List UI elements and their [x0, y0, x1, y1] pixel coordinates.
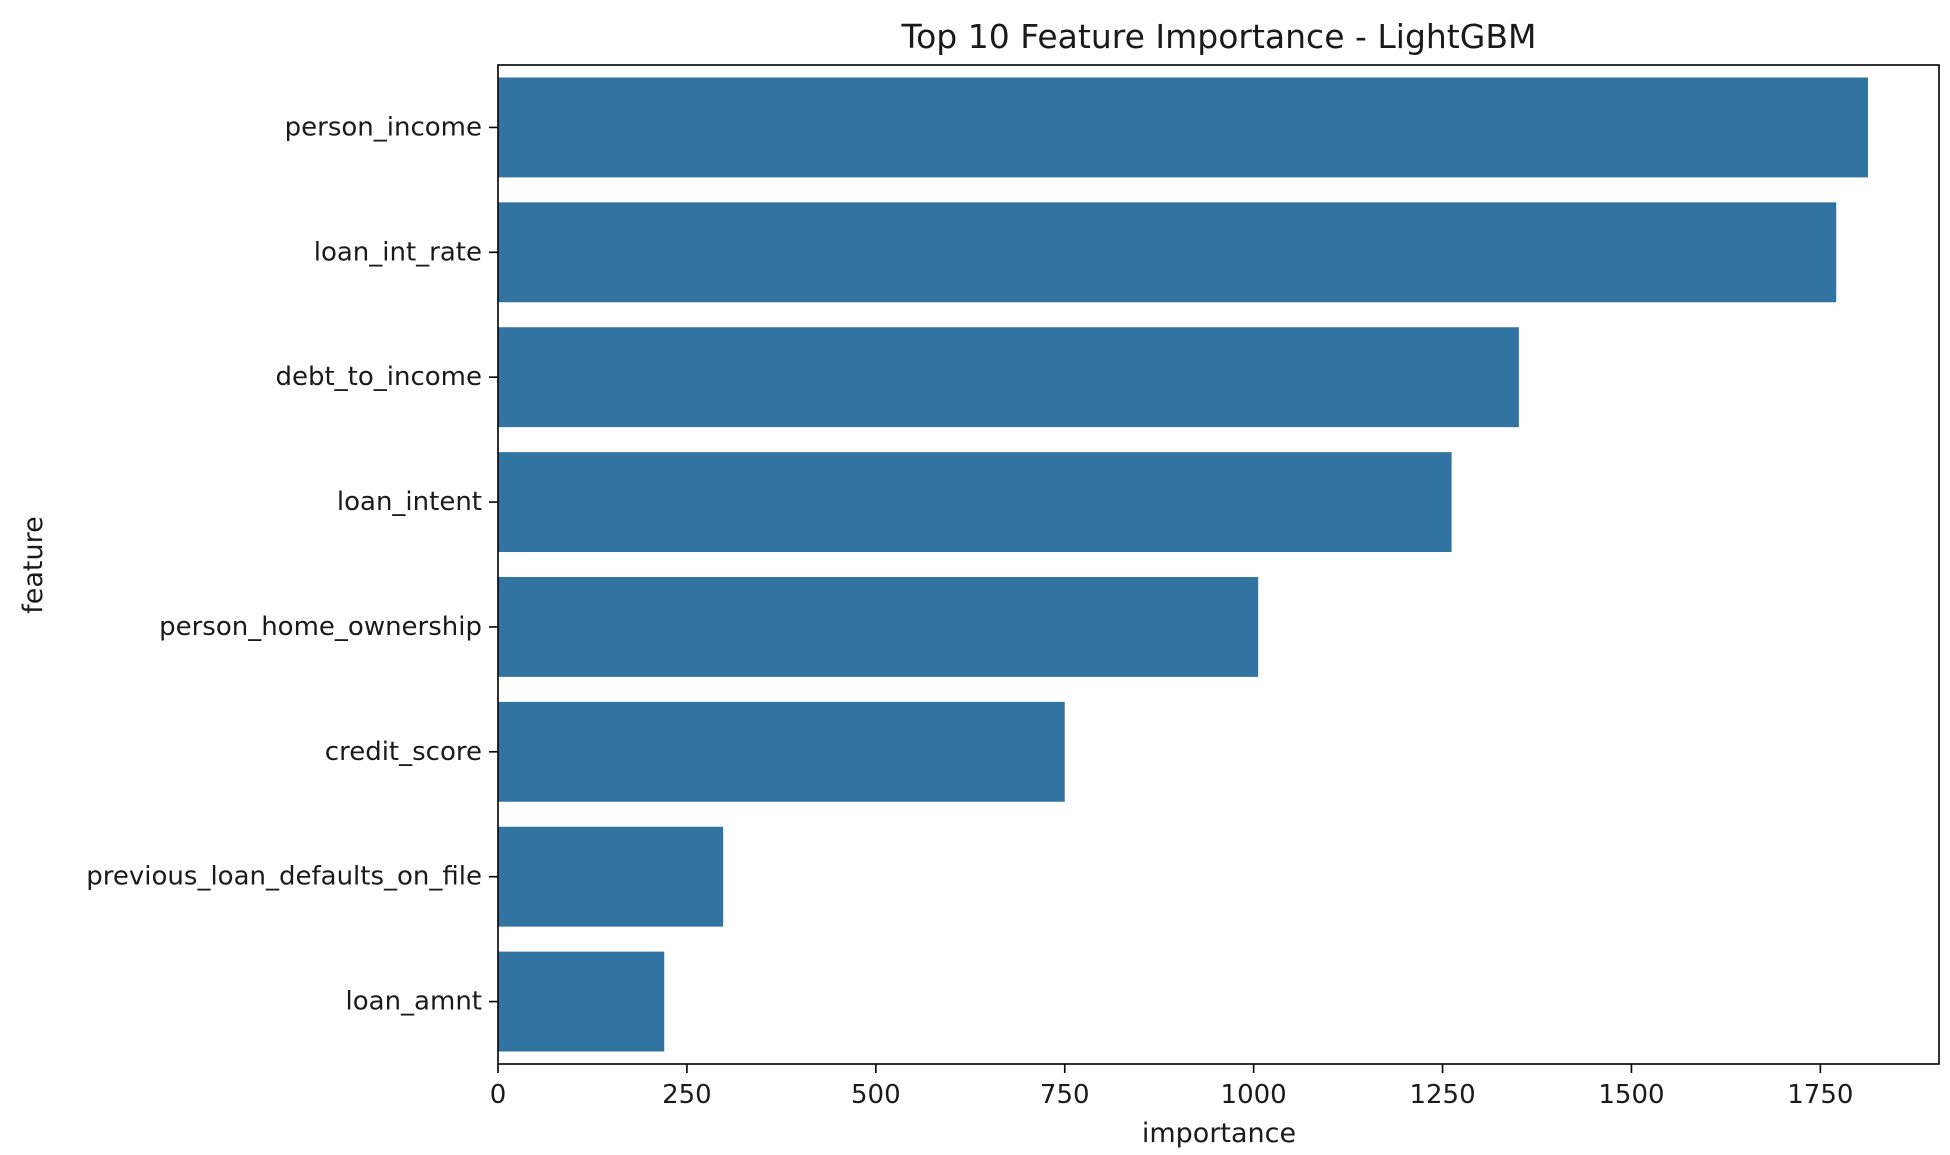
- x-axis-ticks: 0 250 500 750 1000 1250 1500 1750: [490, 1064, 1853, 1110]
- y-tick-label: credit_score: [325, 737, 482, 767]
- y-tick-label: person_home_ownership: [159, 612, 482, 642]
- bar-debt_to_income: [498, 327, 1519, 428]
- x-tick-label: 1500: [1598, 1080, 1664, 1110]
- y-tick-label: person_income: [285, 112, 482, 142]
- bar-loan_int_rate: [498, 202, 1837, 303]
- bars-group: [498, 77, 1868, 1052]
- chart-title: Top 10 Feature Importance - LightGBM: [901, 17, 1537, 56]
- bar-person_income: [498, 77, 1868, 178]
- bar-person_home_ownership: [498, 576, 1259, 677]
- x-tick-label: 1000: [1221, 1080, 1287, 1110]
- y-tick-label: loan_intent: [337, 487, 482, 517]
- bar-credit_score: [498, 701, 1065, 802]
- y-tick-label: loan_amnt: [346, 987, 482, 1017]
- plot-frame: [497, 64, 1940, 1065]
- x-tick-label: 1750: [1787, 1080, 1853, 1110]
- bar-previous_loan_defaults_on_file: [498, 826, 724, 927]
- y-tick-label: loan_int_rate: [314, 237, 482, 267]
- x-tick-label: 750: [1040, 1080, 1090, 1110]
- bar-loan_intent: [498, 452, 1452, 553]
- x-tick-label: 500: [851, 1080, 901, 1110]
- y-tick-label: debt_to_income: [275, 362, 482, 392]
- y-axis-label: feature: [18, 516, 49, 613]
- bar-loan_amnt: [498, 951, 665, 1052]
- y-tick-label: previous_loan_defaults_on_file: [86, 862, 482, 892]
- x-tick-label: 1250: [1409, 1080, 1475, 1110]
- x-tick-label: 0: [490, 1080, 507, 1110]
- x-axis-label: importance: [1142, 1118, 1296, 1149]
- y-axis-ticks: person_income loan_int_rate debt_to_income…: [86, 112, 498, 1017]
- x-tick-label: 250: [662, 1080, 712, 1110]
